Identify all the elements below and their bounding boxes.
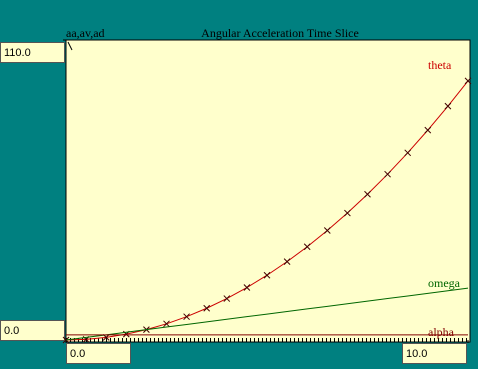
series-marker — [203, 304, 211, 312]
series-marker — [444, 102, 452, 110]
x-tick-label[interactable]: 0.0 — [70, 348, 85, 360]
series-line — [65, 287, 469, 341]
series-marker — [344, 209, 351, 217]
y-tick-label[interactable]: 0.0 — [4, 325, 19, 337]
series-label: omega — [428, 276, 461, 290]
y-limit-field[interactable] — [0, 320, 65, 341]
series-marker — [303, 243, 311, 251]
series-marker — [183, 313, 190, 321]
x-limit-field[interactable] — [402, 343, 467, 364]
series-marker — [464, 77, 472, 85]
series-marker — [404, 149, 412, 157]
x-limit-field[interactable] — [66, 343, 131, 364]
series-marker — [263, 271, 271, 279]
series-marker — [364, 190, 371, 198]
series-marker — [323, 227, 331, 234]
chart-title: Angular Acceleration Time Slice — [201, 26, 359, 40]
series-label: alpha — [428, 325, 455, 339]
series-marker — [384, 170, 391, 178]
y-limit-field[interactable] — [0, 42, 65, 63]
series-marker — [243, 284, 251, 291]
series-marker — [223, 295, 231, 302]
series-marker — [424, 126, 432, 134]
y-tick-label[interactable]: 110.0 — [4, 47, 31, 59]
plot-area — [65, 39, 471, 343]
axis-arrow — [67, 41, 73, 51]
x-tick-label[interactable]: 10.0 — [406, 348, 427, 360]
series-marker — [163, 320, 170, 328]
series-label: theta — [428, 58, 452, 72]
y-axis-label: aa,av,ad — [66, 26, 105, 40]
series-marker — [283, 258, 291, 265]
